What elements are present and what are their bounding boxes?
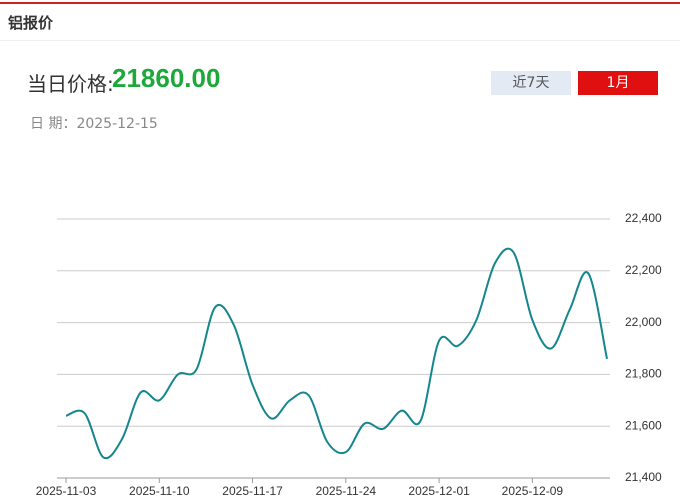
divider xyxy=(0,40,680,41)
y-tick-label: 22,400 xyxy=(625,211,662,225)
x-tick-label: 2025-11-17 xyxy=(222,484,283,498)
x-tick-label: 2025-11-10 xyxy=(129,484,190,498)
price-line xyxy=(65,247,608,460)
y-tick-label: 21,800 xyxy=(625,367,662,381)
widget-title: 铝报价 xyxy=(8,14,54,32)
x-tick-label: 2025-12-01 xyxy=(408,484,470,498)
y-tick-label: 21,400 xyxy=(625,470,662,484)
y-tick-label: 22,000 xyxy=(625,315,662,329)
date: 日 期：2025-12-15 xyxy=(30,113,158,133)
y-tick-label: 22,200 xyxy=(625,263,662,277)
x-tick-label: 2025-11-03 xyxy=(36,484,97,498)
price-value: 21860.00 xyxy=(112,63,221,93)
y-tick-label: 21,600 xyxy=(625,418,662,432)
range-button[interactable]: 近7天 xyxy=(491,71,571,95)
price-label: 当日价格: xyxy=(27,72,114,96)
range-button[interactable]: 1月 xyxy=(578,71,658,95)
x-tick-label: 2025-12-09 xyxy=(502,484,564,498)
date-value: 2025-12-15 xyxy=(76,116,158,132)
top-bar xyxy=(0,2,680,4)
x-tick-label: 2025-11-24 xyxy=(316,484,377,498)
date-label: 日 期： xyxy=(30,116,77,132)
